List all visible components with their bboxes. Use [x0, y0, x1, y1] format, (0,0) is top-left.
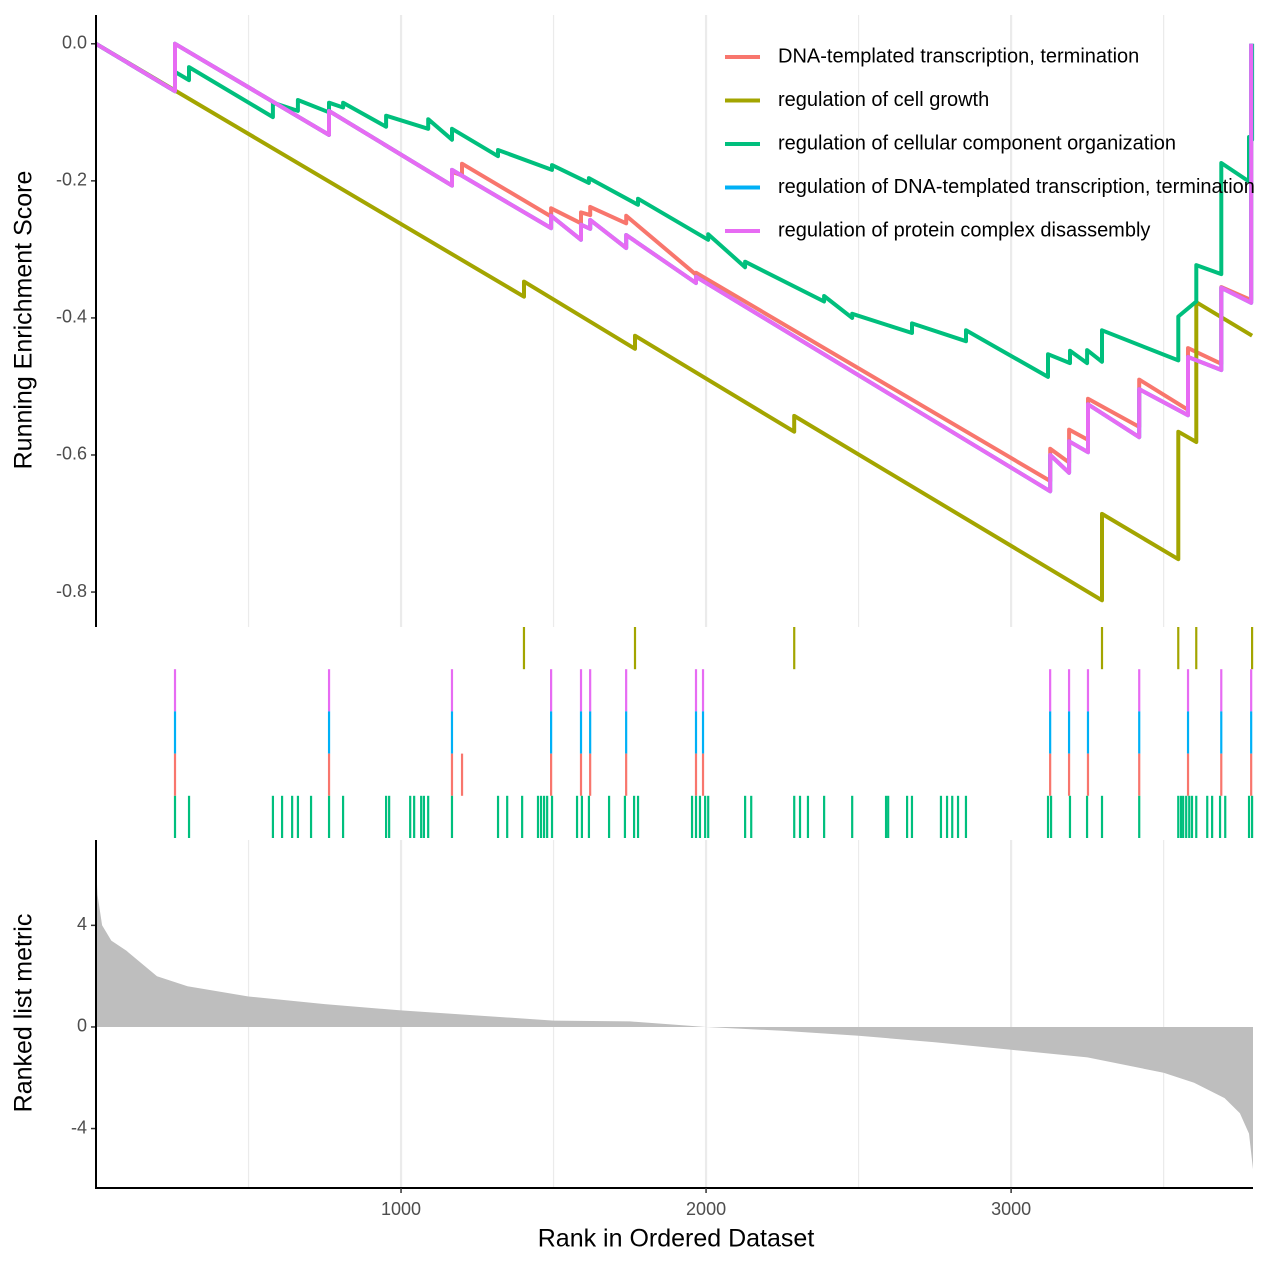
y-axis-title: Running Enrichment Score: [10, 171, 38, 470]
es-line: [94, 42, 1255, 379]
metric-area: [96, 861, 1253, 1170]
es-line: [94, 41, 1254, 483]
y-axis-title: Ranked list metric: [10, 914, 38, 1113]
y-tick-label: -0.8: [56, 581, 87, 601]
legend-label: regulation of protein complex disassembl…: [778, 219, 1150, 241]
es-line: [94, 42, 1254, 603]
y-tick-label: 0.0: [62, 33, 87, 53]
legend-label: regulation of DNA-templated transcriptio…: [778, 176, 1255, 198]
x-tick-label: 1000: [381, 1199, 421, 1219]
es-line: [94, 41, 1254, 494]
y-tick-label: 0: [77, 1016, 87, 1036]
y-tick-label: -0.6: [56, 444, 87, 464]
y-tick-label: 4: [77, 914, 87, 934]
y-tick-label: -0.2: [56, 170, 87, 190]
x-axis-title: Rank in Ordered Dataset: [538, 1225, 815, 1253]
legend-label: DNA-templated transcription, termination: [778, 45, 1139, 67]
x-tick-label: 3000: [991, 1199, 1031, 1219]
legend-label: regulation of cell growth: [778, 89, 989, 111]
y-tick-label: -4: [71, 1117, 87, 1137]
y-tick-label: -0.4: [56, 307, 87, 327]
x-tick-label: 2000: [686, 1199, 726, 1219]
legend-label: regulation of cellular component organiz…: [778, 132, 1176, 154]
